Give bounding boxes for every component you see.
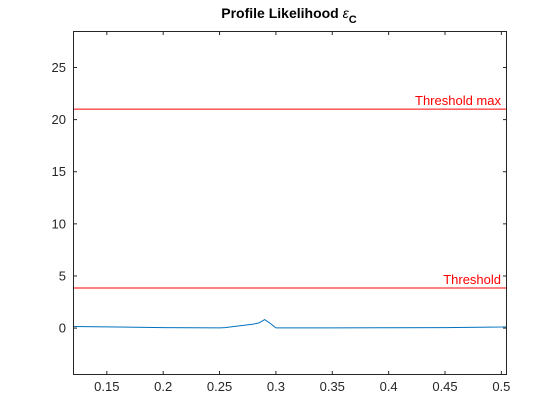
y-tick-label: 25 — [52, 60, 66, 75]
x-tick-label: 0.35 — [320, 379, 345, 394]
x-tick-label: 0.25 — [207, 379, 232, 394]
x-tick-label: 0.2 — [154, 379, 172, 394]
x-tick-label: 0.4 — [380, 379, 398, 394]
y-tick-label: 5 — [59, 268, 66, 283]
y-tick-label: 20 — [52, 112, 66, 127]
threshold-label: Threshold — [443, 272, 501, 287]
y-tick-label: 0 — [59, 321, 66, 336]
threshold-lines: Threshold max Threshold — [73, 93, 507, 289]
x-tick-label: 0.45 — [432, 379, 457, 394]
chart-title-text: Profile Likelihood — [221, 5, 342, 21]
chart-title: Profile Likelihood εC — [221, 5, 357, 26]
x-axis-ticks: 0.15 0.2 0.25 0.3 0.35 0.4 0.45 0.5 — [94, 31, 510, 394]
x-tick-label: 0.3 — [267, 379, 285, 394]
series-line — [72, 318, 508, 329]
chart-title-symbol: ε — [343, 5, 350, 21]
data-series — [72, 318, 508, 329]
x-tick-label: 0.15 — [94, 379, 119, 394]
threshold-label: Threshold max — [415, 93, 501, 108]
y-tick-label: 15 — [52, 164, 66, 179]
x-tick-label: 0.5 — [492, 379, 510, 394]
plot-area — [73, 31, 507, 375]
chart-title-subscript: C — [349, 14, 357, 26]
y-tick-label: 10 — [52, 216, 66, 231]
y-axis-ticks: 0 5 10 15 20 25 — [52, 60, 507, 336]
axes-box — [73, 31, 507, 375]
